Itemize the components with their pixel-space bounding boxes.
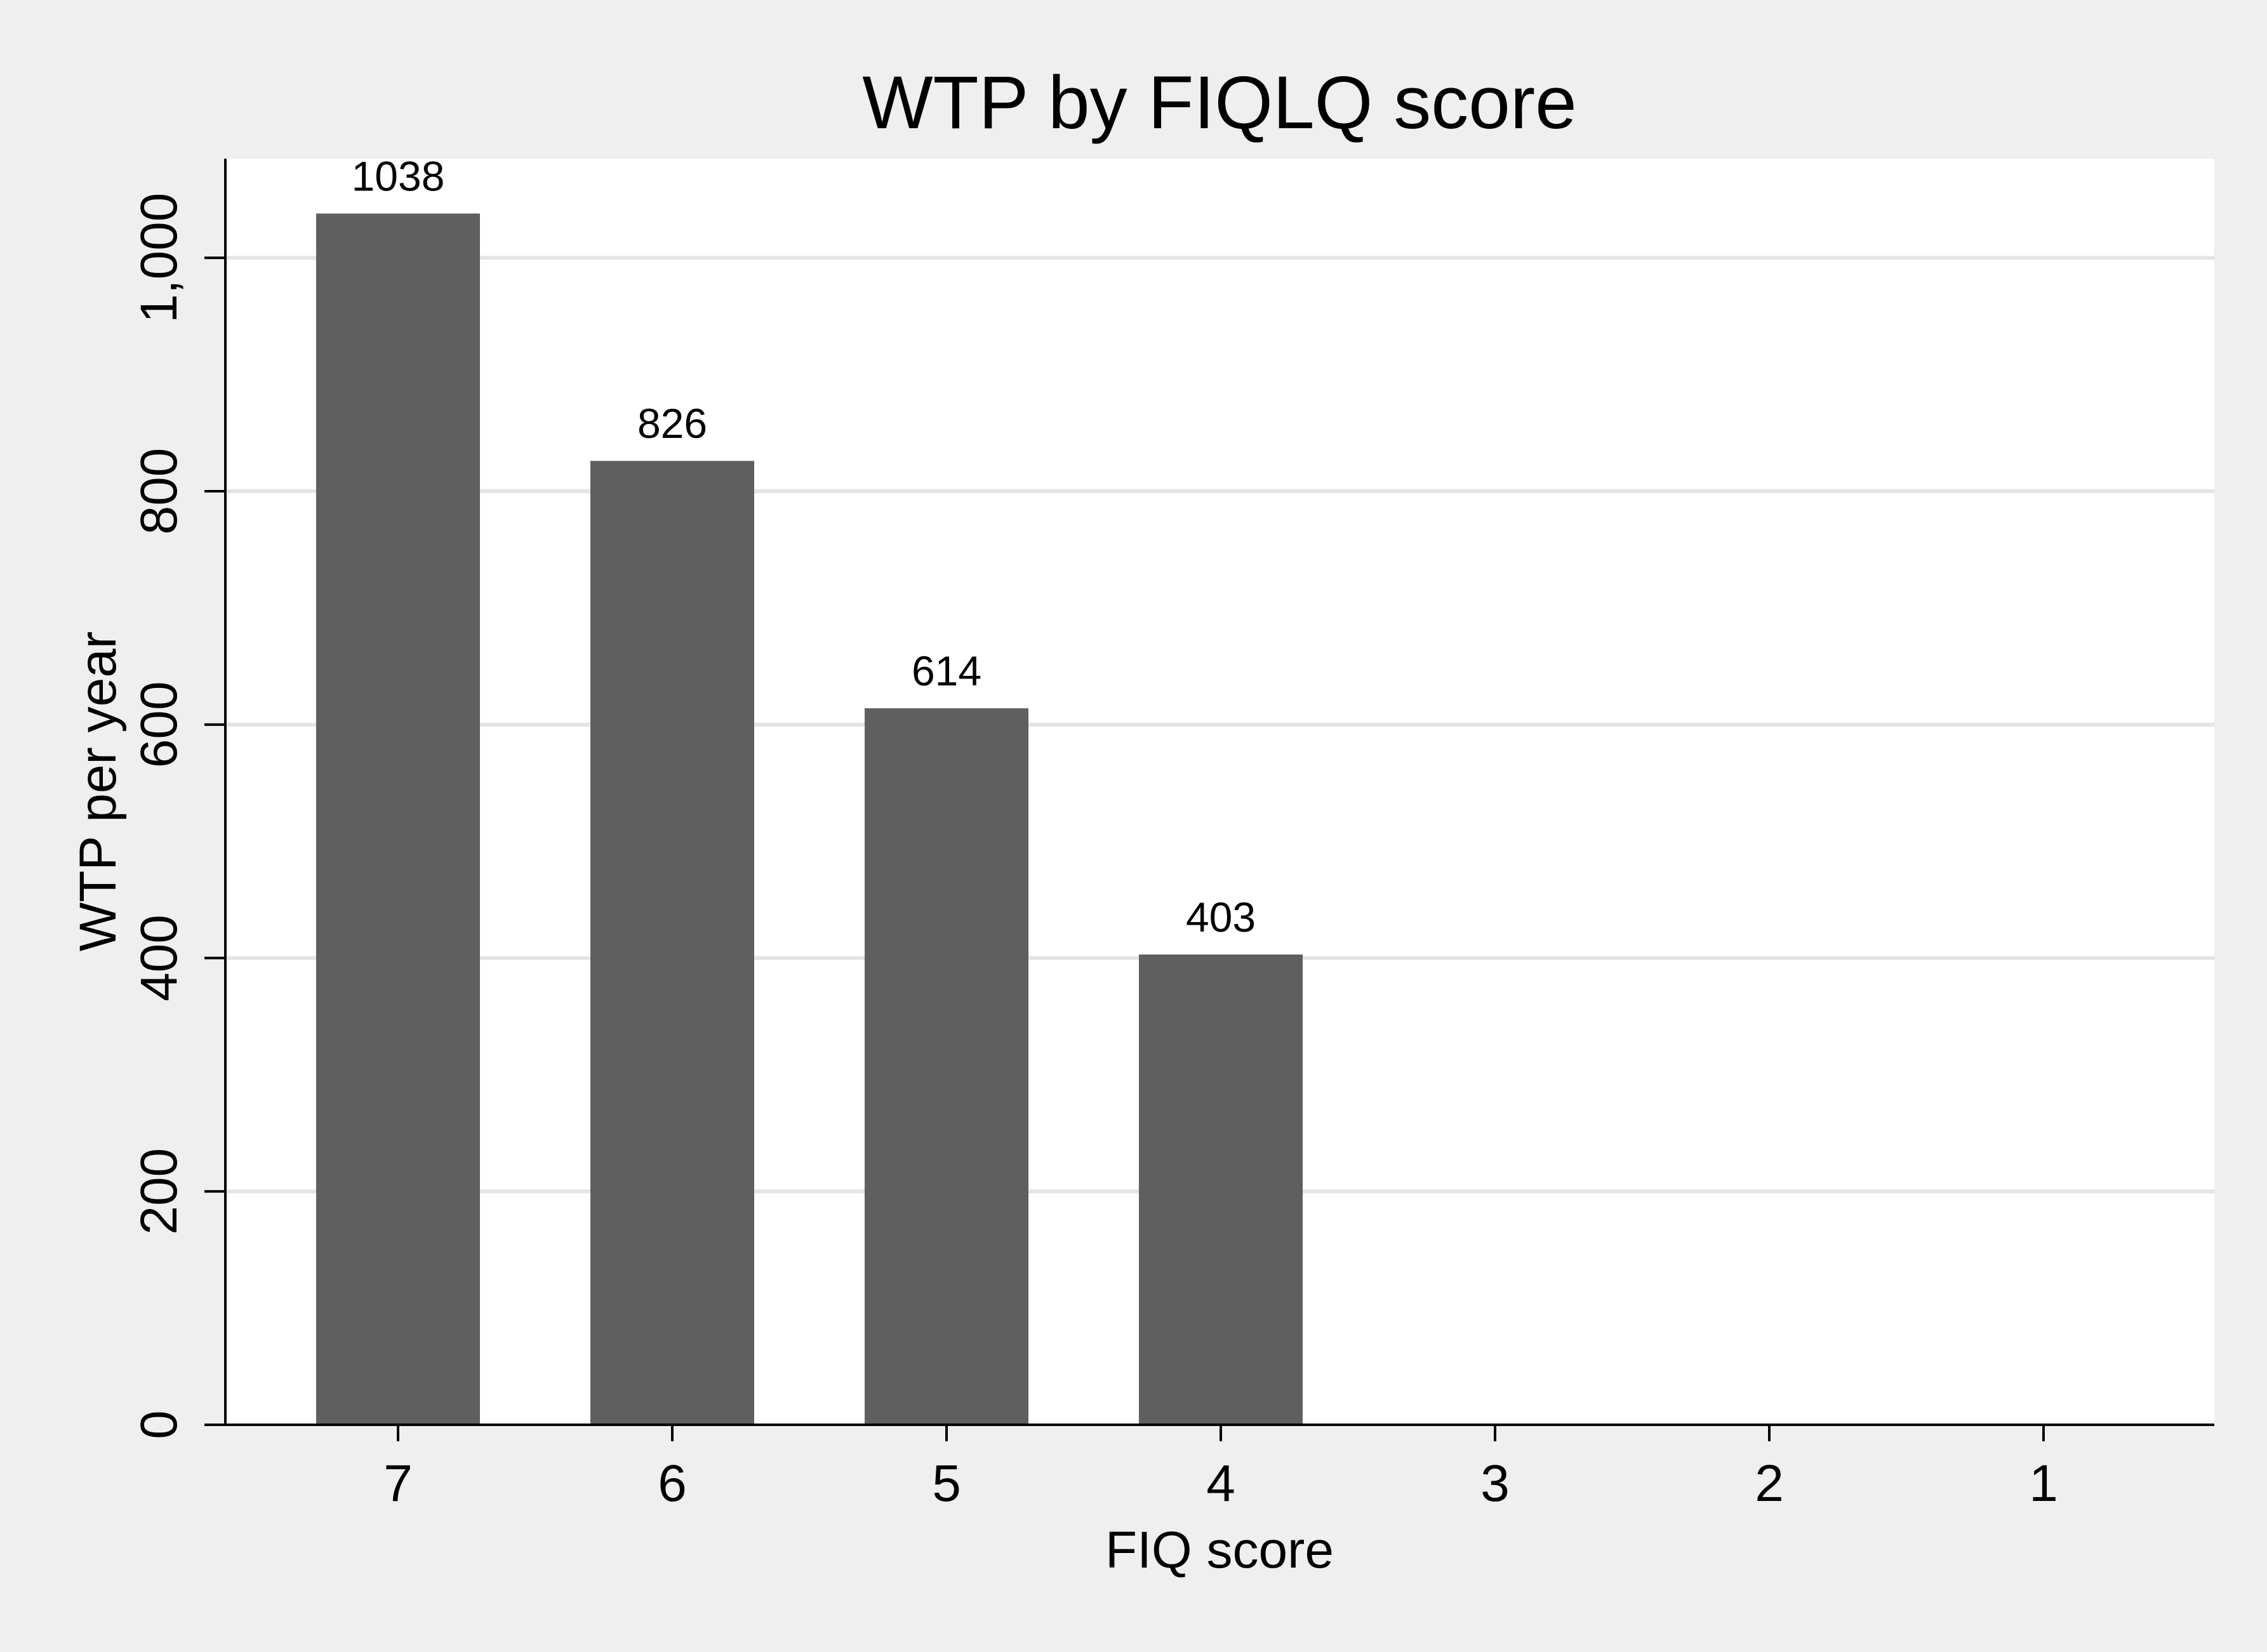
bar-4 bbox=[1139, 955, 1303, 1425]
x-tick-label: 2 bbox=[1755, 1455, 1784, 1512]
x-axis-title: FIQ score bbox=[1105, 1521, 1334, 1579]
bar-6 bbox=[590, 461, 754, 1425]
data-label-6: 826 bbox=[637, 400, 707, 447]
y-tick-label: 1,000 bbox=[130, 193, 188, 323]
y-tick-label: 800 bbox=[130, 448, 188, 535]
bar-7 bbox=[316, 213, 480, 1425]
y-tick-label: 0 bbox=[130, 1410, 188, 1439]
y-axis-title: WTP per year bbox=[69, 631, 127, 951]
x-tick-label: 5 bbox=[932, 1455, 961, 1512]
x-tick-label: 6 bbox=[658, 1455, 687, 1512]
y-tick-label: 200 bbox=[130, 1148, 188, 1235]
data-labels: 1038 826 614 403 bbox=[352, 152, 1256, 941]
x-tick-label: 3 bbox=[1480, 1455, 1510, 1512]
y-tick-label: 600 bbox=[130, 681, 188, 768]
chart-title: WTP by FIQLQ score bbox=[862, 61, 1577, 145]
x-tick-label: 7 bbox=[383, 1455, 413, 1512]
bar-5 bbox=[865, 708, 1028, 1425]
data-label-5: 614 bbox=[912, 647, 981, 694]
bars bbox=[316, 213, 1303, 1425]
x-tick-label: 4 bbox=[1206, 1455, 1235, 1512]
y-tick-label: 400 bbox=[130, 915, 188, 1001]
data-label-7: 1038 bbox=[352, 152, 445, 199]
x-tick-label: 1 bbox=[2029, 1455, 2058, 1512]
data-label-4: 403 bbox=[1186, 894, 1256, 941]
axes: 0 200 400 600 800 1,000 7 6 5 4 3 2 1 bbox=[130, 159, 2214, 1512]
